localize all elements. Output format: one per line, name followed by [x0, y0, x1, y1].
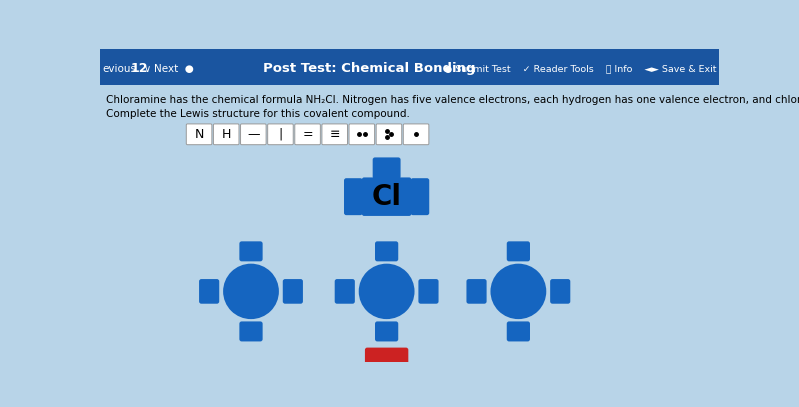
- FancyBboxPatch shape: [335, 279, 355, 304]
- Text: ≡: ≡: [329, 128, 340, 141]
- FancyBboxPatch shape: [551, 279, 570, 304]
- Text: Cl: Cl: [372, 183, 402, 211]
- FancyBboxPatch shape: [240, 241, 263, 261]
- Text: =: =: [302, 128, 313, 141]
- Text: 12: 12: [131, 62, 149, 75]
- Ellipse shape: [491, 264, 547, 319]
- FancyBboxPatch shape: [365, 348, 408, 374]
- Text: Chloramine has the chemical formula NH₂Cl. Nitrogen has five valence electrons, : Chloramine has the chemical formula NH₂C…: [106, 95, 799, 105]
- FancyBboxPatch shape: [240, 124, 266, 145]
- FancyBboxPatch shape: [344, 178, 363, 215]
- FancyBboxPatch shape: [283, 279, 303, 304]
- FancyBboxPatch shape: [467, 279, 487, 304]
- FancyBboxPatch shape: [507, 322, 530, 341]
- FancyBboxPatch shape: [240, 322, 263, 341]
- Ellipse shape: [359, 264, 415, 319]
- Text: Post Test: Chemical Bonding: Post Test: Chemical Bonding: [263, 62, 475, 75]
- Text: H: H: [221, 128, 231, 141]
- Text: ∨: ∨: [143, 63, 150, 74]
- Text: N: N: [194, 128, 204, 141]
- FancyBboxPatch shape: [268, 124, 293, 145]
- Text: |: |: [278, 128, 283, 141]
- FancyBboxPatch shape: [199, 279, 219, 304]
- Text: Next  ●: Next ●: [154, 63, 194, 74]
- FancyBboxPatch shape: [375, 322, 398, 341]
- Text: evious: evious: [102, 63, 136, 74]
- FancyBboxPatch shape: [507, 241, 530, 261]
- Text: Complete the Lewis structure for this covalent compound.: Complete the Lewis structure for this co…: [106, 109, 410, 119]
- FancyBboxPatch shape: [411, 178, 429, 215]
- FancyBboxPatch shape: [372, 158, 400, 179]
- FancyBboxPatch shape: [419, 279, 439, 304]
- FancyBboxPatch shape: [349, 124, 375, 145]
- Ellipse shape: [223, 264, 279, 319]
- FancyBboxPatch shape: [322, 124, 348, 145]
- FancyBboxPatch shape: [362, 177, 411, 216]
- FancyBboxPatch shape: [376, 124, 402, 145]
- FancyBboxPatch shape: [375, 241, 398, 261]
- Text: ● Submit Test    ✓ Reader Tools    ⓘ Info    ◄► Save & Exit: ● Submit Test ✓ Reader Tools ⓘ Info ◄► S…: [444, 64, 717, 73]
- FancyBboxPatch shape: [295, 124, 320, 145]
- FancyBboxPatch shape: [213, 124, 239, 145]
- FancyBboxPatch shape: [403, 124, 429, 145]
- FancyBboxPatch shape: [186, 124, 212, 145]
- FancyBboxPatch shape: [100, 49, 719, 85]
- Text: —: —: [247, 128, 260, 141]
